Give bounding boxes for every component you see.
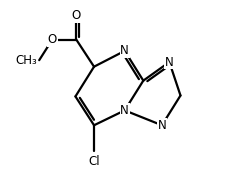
Text: N: N [165,56,174,69]
Text: N: N [158,119,166,132]
Text: Cl: Cl [88,155,100,168]
Text: CH₃: CH₃ [15,54,37,67]
Text: N: N [120,44,129,57]
Text: N: N [120,104,129,117]
Text: O: O [72,9,81,22]
Text: O: O [48,33,57,46]
